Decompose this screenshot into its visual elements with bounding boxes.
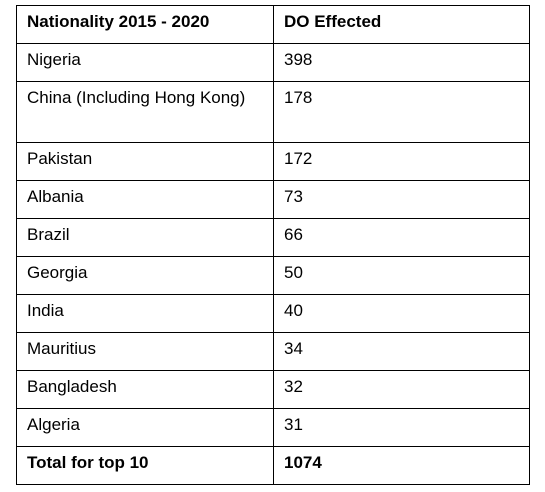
table-container: Nationality 2015 - 2020 DO Effected Nige… — [16, 5, 530, 485]
total-label: Total for top 10 — [16, 446, 274, 485]
count-cell: 31 — [273, 408, 530, 447]
count-cell: 172 — [273, 142, 530, 181]
count-cell: 66 — [273, 218, 530, 257]
nationality-cell: Algeria — [16, 408, 274, 447]
count-cell: 178 — [273, 81, 530, 143]
header-nationality: Nationality 2015 - 2020 — [16, 5, 274, 44]
header-do-effected: DO Effected — [273, 5, 530, 44]
count-cell: 40 — [273, 294, 530, 333]
count-cell: 32 — [273, 370, 530, 409]
count-cell: 398 — [273, 43, 530, 82]
nationality-cell: China (Including Hong Kong) — [16, 81, 274, 143]
nationality-cell: Mauritius — [16, 332, 274, 371]
table-row: Georgia 50 — [16, 256, 530, 295]
nationality-cell: Georgia — [16, 256, 274, 295]
nationality-cell: Nigeria — [16, 43, 274, 82]
count-cell: 34 — [273, 332, 530, 371]
table-row: Bangladesh 32 — [16, 370, 530, 409]
table-row: Albania 73 — [16, 180, 530, 219]
nationality-cell: Bangladesh — [16, 370, 274, 409]
nationality-cell: India — [16, 294, 274, 333]
table-row: Nigeria 398 — [16, 43, 530, 82]
total-row: Total for top 10 1074 — [16, 446, 530, 485]
table-row: China (Including Hong Kong) 178 — [16, 81, 530, 143]
table-row: Mauritius 34 — [16, 332, 530, 371]
total-value: 1074 — [273, 446, 530, 485]
nationality-cell: Albania — [16, 180, 274, 219]
table-row: Brazil 66 — [16, 218, 530, 257]
count-cell: 50 — [273, 256, 530, 295]
nationality-table: Nationality 2015 - 2020 DO Effected Nige… — [16, 5, 530, 485]
table-row: India 40 — [16, 294, 530, 333]
table-row: Pakistan 172 — [16, 142, 530, 181]
table-row: Algeria 31 — [16, 408, 530, 447]
table-header-row: Nationality 2015 - 2020 DO Effected — [16, 5, 530, 44]
nationality-cell: Pakistan — [16, 142, 274, 181]
nationality-cell: Brazil — [16, 218, 274, 257]
count-cell: 73 — [273, 180, 530, 219]
